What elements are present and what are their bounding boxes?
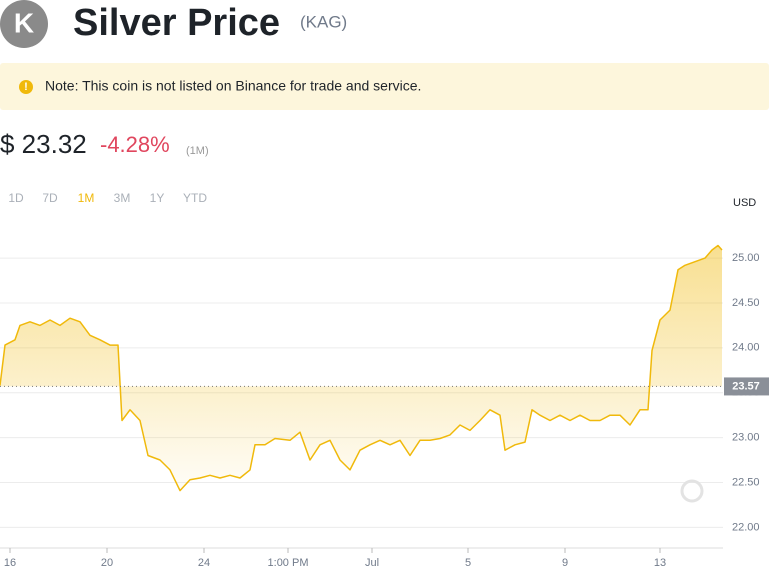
symbol: (KAG) [300,12,347,31]
note-icon [19,80,33,94]
unit-label: USD [733,197,756,209]
x-tick-label: 24 [198,557,210,569]
x-tick-label: 1:00 PM [268,557,309,569]
note-icon-mark: ! [24,81,28,93]
reference-label-box [724,377,769,396]
range-button[interactable]: 1M [78,191,95,205]
y-tick-label: 23.00 [732,432,760,444]
y-tick-label: 25.00 [732,252,760,264]
logo-letter: K [14,7,34,38]
range-button[interactable]: 1D [8,191,24,205]
title: Silver Price [73,2,280,44]
y-tick-label: 22.50 [732,476,760,488]
reference-label: 23.57 [732,380,760,392]
x-tick-label: 20 [101,557,113,569]
range-button[interactable]: 3M [114,191,131,205]
y-tick-label: 24.50 [732,297,760,309]
price: $ 23.32 [0,129,87,159]
area-fill [0,245,722,491]
range-button[interactable]: YTD [183,191,207,205]
price-line [0,244,723,492]
x-tick-label: 16 [4,557,16,569]
period: (1M) [186,145,209,157]
x-tick-label: 13 [654,557,666,569]
logo [0,0,48,48]
x-tick-label: 5 [465,557,471,569]
range-button[interactable]: 7D [42,191,58,205]
y-tick-label: 22.00 [732,521,760,533]
x-tick-label: 9 [562,557,568,569]
y-tick-label: 24.00 [732,342,760,354]
note-banner [0,63,769,110]
note-text: Note: This coin is not listed on Binance… [45,78,421,94]
range-button[interactable]: 1Y [150,191,165,205]
watermark [680,479,704,503]
x-tick-label: Jul [365,557,379,569]
price-change: -4.28% [100,132,170,157]
